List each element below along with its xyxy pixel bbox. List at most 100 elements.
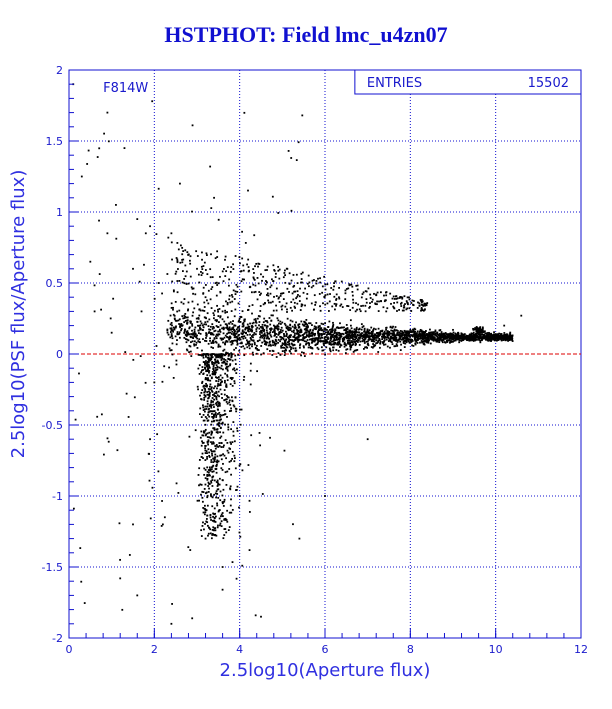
- data-point: [292, 523, 294, 526]
- data-point: [331, 327, 334, 330]
- data-point: [201, 268, 204, 271]
- data-point: [349, 319, 352, 322]
- data-point: [443, 336, 446, 338]
- data-point: [227, 284, 230, 287]
- data-point: [280, 305, 283, 308]
- data-point: [229, 441, 232, 444]
- data-point: [303, 332, 306, 335]
- data-point: [205, 252, 208, 255]
- data-point: [225, 326, 228, 329]
- y-tick-label: -0.5: [42, 419, 63, 432]
- data-point: [422, 335, 425, 338]
- data-point: [311, 334, 314, 337]
- data-point: [252, 276, 255, 279]
- data-point: [234, 396, 237, 399]
- data-point: [204, 390, 207, 392]
- data-point: [218, 411, 221, 414]
- data-point: [456, 338, 458, 341]
- data-point: [385, 328, 387, 331]
- data-point: [207, 342, 210, 345]
- data-point: [424, 304, 427, 307]
- data-point: [422, 333, 425, 336]
- data-point: [235, 328, 238, 331]
- data-point: [171, 329, 174, 332]
- data-point: [241, 330, 244, 333]
- data-point: [212, 515, 214, 518]
- data-point: [179, 182, 181, 185]
- data-point: [248, 327, 251, 330]
- data-point: [318, 329, 321, 332]
- data-point: [357, 328, 360, 331]
- data-point: [300, 354, 302, 357]
- data-point: [364, 335, 367, 338]
- data-point: [266, 331, 269, 334]
- data-point: [208, 390, 210, 393]
- data-point: [289, 329, 292, 331]
- data-point: [449, 332, 452, 335]
- data-point: [218, 425, 221, 427]
- data-point: [140, 310, 143, 313]
- data-point: [115, 237, 118, 240]
- data-point: [222, 360, 225, 363]
- data-point: [376, 291, 379, 294]
- data-point: [420, 309, 422, 312]
- data-point: [226, 394, 228, 397]
- data-point: [217, 315, 220, 317]
- data-point: [306, 324, 309, 326]
- data-point: [291, 343, 294, 346]
- data-point: [212, 394, 214, 396]
- data-point: [372, 345, 375, 348]
- data-point: [234, 308, 237, 311]
- data-point: [370, 326, 373, 329]
- data-point: [358, 336, 361, 339]
- data-point: [205, 332, 208, 335]
- data-point: [305, 319, 308, 321]
- data-point: [408, 298, 411, 301]
- data-point: [412, 345, 415, 347]
- data-point: [297, 336, 300, 339]
- data-point: [136, 594, 139, 597]
- data-point: [216, 366, 219, 368]
- data-point: [231, 353, 234, 356]
- data-point: [351, 341, 354, 344]
- data-point: [339, 346, 341, 348]
- data-point: [213, 519, 216, 522]
- data-point: [231, 561, 234, 564]
- data-point: [444, 337, 446, 339]
- data-point: [277, 333, 280, 336]
- data-point: [204, 339, 206, 342]
- data-point: [355, 335, 358, 338]
- data-point: [324, 340, 326, 343]
- data-point: [473, 335, 476, 338]
- data-point: [402, 342, 405, 344]
- data-point: [387, 337, 390, 339]
- data-point: [452, 340, 454, 343]
- data-point: [290, 342, 293, 345]
- data-point: [373, 327, 375, 330]
- data-point: [360, 296, 363, 299]
- data-point: [107, 140, 110, 143]
- data-point: [203, 384, 206, 387]
- data-point: [210, 495, 213, 498]
- data-point: [203, 301, 206, 304]
- data-point: [433, 336, 436, 339]
- data-point: [210, 207, 213, 210]
- data-point: [243, 375, 246, 378]
- data-point: [218, 395, 220, 398]
- data-point: [494, 337, 497, 339]
- data-point: [346, 328, 349, 330]
- data-point: [228, 338, 231, 341]
- data-point: [222, 268, 225, 270]
- data-point: [235, 336, 237, 339]
- data-point: [230, 409, 233, 412]
- data-point: [351, 330, 354, 333]
- data-point: [349, 348, 352, 351]
- data-point: [481, 333, 484, 336]
- data-point: [280, 326, 283, 329]
- data-point: [425, 337, 427, 340]
- data-point: [254, 265, 256, 268]
- data-point: [238, 329, 241, 332]
- y-tick-label: 0.5: [46, 277, 64, 290]
- data-point: [268, 341, 271, 344]
- data-point: [213, 450, 216, 453]
